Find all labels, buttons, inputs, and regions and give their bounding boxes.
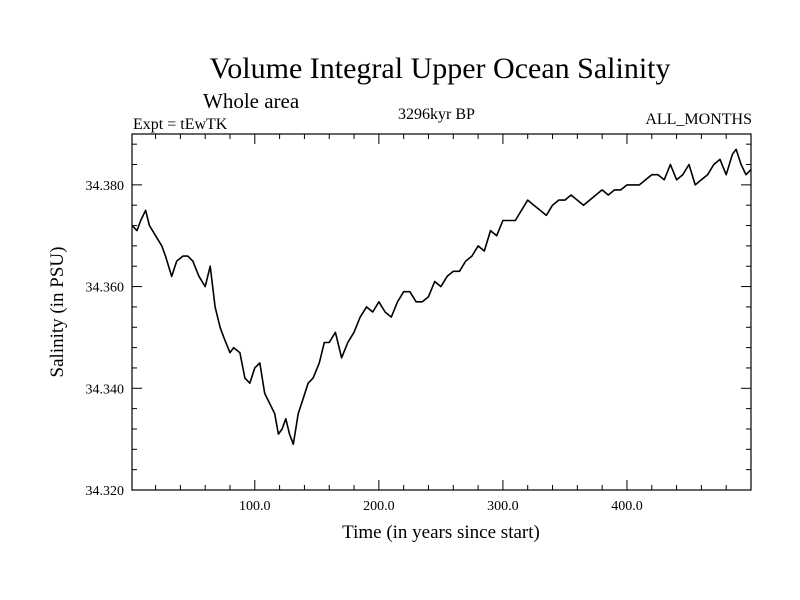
period-label: 3296kyr BP	[398, 106, 475, 123]
months-label: ALL_MONTHS	[645, 111, 752, 128]
y-tick-label: 34.340	[86, 382, 125, 397]
x-tick-label: 100.0	[239, 499, 271, 514]
chart-subtitle: Whole area	[203, 89, 300, 113]
y-tick-label: 34.320	[86, 484, 125, 499]
y-tick-label: 34.360	[86, 281, 125, 296]
y-tick-label: 34.380	[86, 179, 125, 194]
x-axis-label: Time (in years since start)	[342, 522, 540, 543]
y-axis-label: Salinity (in PSU)	[47, 247, 68, 378]
chart-title: Volume Integral Upper Ocean Salinity	[209, 52, 671, 85]
x-tick-label: 400.0	[611, 499, 643, 514]
plot-frame	[131, 133, 752, 491]
x-tick-label: 300.0	[487, 499, 519, 514]
experiment-label: Expt = tEwTK	[133, 116, 228, 133]
tick-labels: 100.0 200.0 300.0 400.0 34.320 34.340 34.360 34…	[86, 179, 643, 514]
axis-ticks	[132, 134, 751, 491]
x-tick-label: 200.0	[363, 499, 395, 514]
salinity-series-line	[131, 148, 752, 445]
